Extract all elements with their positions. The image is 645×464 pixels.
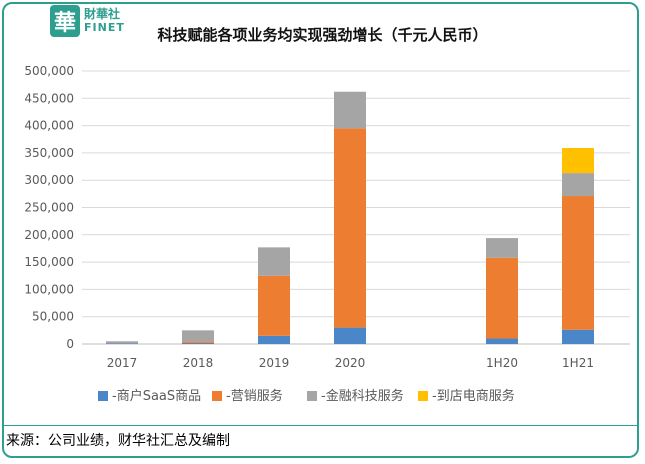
x-tick-label: 2018: [183, 356, 214, 370]
logo-badge: 華: [50, 5, 80, 37]
legend-swatch: [418, 391, 428, 401]
y-tick-label: 250,000: [24, 201, 74, 215]
x-tick-label: 2019: [259, 356, 290, 370]
bar-segment: [182, 342, 214, 344]
bar-segment: [334, 327, 366, 344]
x-tick-label: 2020: [335, 356, 366, 370]
legend-swatch: [307, 391, 317, 401]
legend-label: -商户SaaS商品: [112, 388, 201, 404]
bar-segment: [258, 335, 290, 344]
bar-segment: [258, 247, 290, 276]
legend-label: -营销服务: [226, 388, 283, 404]
bar-segment: [562, 329, 594, 344]
y-tick-label: 100,000: [24, 282, 74, 296]
x-tick-label: 2017: [107, 356, 138, 370]
bar-segment: [182, 330, 214, 342]
bar-segment: [486, 257, 518, 339]
chart-title: 科技赋能各项业务均实现强劲增长（千元人民币）: [157, 26, 488, 44]
legend-swatch: [212, 391, 222, 401]
bar-segment: [334, 91, 366, 129]
source-divider: [4, 425, 638, 426]
bar-segment: [562, 173, 594, 197]
bar-segment: [334, 128, 366, 328]
bar-segment: [486, 238, 518, 258]
y-tick-label: 500,000: [24, 64, 74, 78]
chart-frame: [2, 2, 639, 458]
finet-logo: 華 財華社 FINET: [50, 4, 125, 38]
y-tick-label: 450,000: [24, 91, 74, 105]
logo-en: FINET: [84, 21, 125, 34]
logo-cn: 財華社: [84, 7, 121, 21]
x-tick-label: 1H21: [562, 356, 594, 370]
bar-segment: [562, 147, 594, 174]
bar-segment: [182, 341, 214, 343]
legend-label: -到店电商服务: [432, 388, 515, 404]
x-tick-label: 1H20: [486, 356, 518, 370]
legend-swatch: [98, 391, 108, 401]
y-tick-label: 50,000: [32, 310, 74, 324]
y-tick-label: 0: [66, 337, 74, 351]
y-tick-label: 200,000: [24, 228, 74, 242]
bar-segment: [106, 341, 138, 344]
bar-segment: [562, 196, 594, 330]
bar-segment: [258, 275, 290, 336]
y-tick-label: 400,000: [24, 119, 74, 133]
y-tick-label: 300,000: [24, 173, 74, 187]
bar-segment: [486, 338, 518, 344]
y-tick-label: 350,000: [24, 146, 74, 160]
legend-label: -金融科技服务: [321, 388, 404, 404]
logo-text: 財華社 FINET: [84, 7, 125, 35]
source-note: 来源：公司业绩，财华社汇总及编制: [6, 433, 230, 449]
bar-segment: [106, 343, 138, 344]
y-tick-label: 150,000: [24, 255, 74, 269]
